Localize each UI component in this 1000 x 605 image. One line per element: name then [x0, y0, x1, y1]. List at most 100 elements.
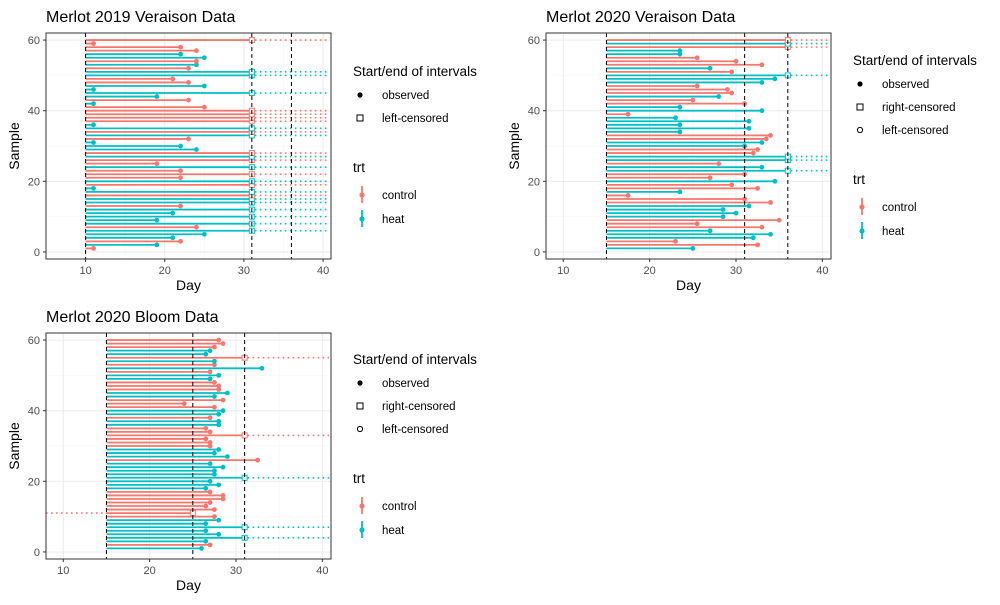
interval-heat-12 [85, 206, 329, 213]
interval-heat-29 [106, 447, 222, 452]
interval-control-15 [606, 196, 748, 202]
observed-point [207, 429, 213, 435]
interval-heat-53 [85, 62, 199, 68]
legend-label-left-censored: left-censored [382, 113, 448, 125]
interval-heat-17 [85, 188, 329, 195]
interval-heat-21 [106, 474, 329, 481]
observed-point [203, 521, 209, 527]
legend-key-heat-point [859, 228, 865, 234]
observed-point [201, 231, 207, 237]
observed-point [720, 214, 726, 220]
interval-control-17 [106, 489, 213, 495]
interval-heat-5 [106, 531, 222, 537]
observed-point [224, 454, 230, 459]
interval-heat-18 [85, 185, 96, 191]
y-tick-label: 0 [34, 247, 40, 259]
legend-label-control: control [382, 190, 417, 202]
interval-control-55 [106, 354, 329, 361]
interval-heat-8 [106, 521, 209, 527]
observed-point [91, 122, 96, 128]
legend-label-right-censored: right-censored [882, 102, 956, 114]
observed-point [220, 341, 226, 346]
interval-control-7 [85, 224, 199, 230]
interval-control-59 [85, 41, 96, 46]
observed-point [768, 133, 773, 138]
legend-key-observed [357, 380, 363, 386]
observed-point [186, 136, 191, 142]
interval-control-34 [106, 429, 213, 435]
observed-point [220, 408, 226, 414]
interval-heat-24 [106, 464, 226, 470]
observed-point [673, 238, 678, 244]
observed-point [178, 51, 183, 57]
interval-series [606, 37, 829, 251]
interval-heat-57 [606, 48, 683, 54]
observed-point [207, 348, 213, 354]
interval-heat-20 [106, 478, 213, 484]
y-tick-label: 60 [28, 35, 40, 47]
interval-heat-49 [106, 376, 213, 382]
y-tick-label: 0 [534, 247, 540, 259]
observed-point [746, 125, 752, 131]
legend-key-heat-point [359, 527, 365, 533]
interval-heat-56 [606, 51, 683, 57]
interval-control-46 [606, 87, 730, 92]
interval-control-26 [85, 157, 329, 164]
legend-key-control-point [359, 192, 365, 198]
interval-heat-18 [106, 485, 209, 491]
legend: Start/end of intervals observed right-cens… [853, 53, 977, 239]
interval-control-3 [85, 238, 183, 244]
legend-key-control-point [859, 204, 865, 210]
observed-point [720, 207, 726, 212]
interval-control-7 [606, 224, 765, 230]
interval-control-2 [606, 242, 760, 248]
interval-control-2 [106, 542, 213, 548]
observed-point [677, 189, 683, 195]
interval-control-34 [85, 128, 329, 135]
observed-point [729, 90, 735, 96]
y-axis-title: Sample [506, 122, 522, 170]
observed-point [207, 369, 213, 375]
interval-control-21 [85, 175, 183, 181]
interval-control-57 [85, 48, 199, 54]
y-tick-label: 0 [34, 547, 40, 559]
interval-heat-3 [106, 538, 209, 544]
interval-control-13 [85, 203, 183, 209]
y-tick-label: 40 [28, 106, 40, 118]
legend-key-right-censored [356, 402, 364, 410]
interval-control-14 [606, 200, 773, 205]
legend-key-left-censored [356, 425, 364, 433]
interval-control-60 [106, 337, 222, 343]
interval-heat-35 [606, 125, 752, 131]
interval-heat-12 [606, 207, 726, 212]
observed-point [724, 87, 730, 92]
interval-heat-34 [606, 129, 683, 135]
observed-point [154, 217, 160, 223]
observed-point [212, 380, 217, 385]
observed-point [203, 436, 209, 442]
interval-heat-27 [106, 454, 230, 459]
interval-series [46, 337, 329, 551]
interval-heat-6 [106, 528, 209, 534]
legend: Start/end of intervals observed right-cens… [353, 352, 477, 538]
interval-control-47 [606, 83, 700, 89]
interval-control-45 [606, 90, 735, 96]
x-tick-label: 10 [557, 265, 569, 277]
observed-point [207, 443, 213, 449]
x-tick-label: 40 [316, 565, 328, 577]
interval-heat-15 [85, 195, 329, 202]
observed-point [694, 55, 700, 61]
legend-title-intervals: Start/end of intervals [353, 64, 477, 79]
observed-point [759, 164, 765, 170]
observed-point [625, 111, 631, 117]
interval-heat-11 [85, 210, 176, 216]
interval-control-55 [606, 55, 700, 61]
chart-title: Merlot 2020 Bloom Data [46, 309, 219, 326]
interval-control-16 [606, 193, 631, 198]
observed-point [178, 203, 183, 209]
observed-point [154, 161, 160, 167]
observed-point [729, 69, 735, 75]
interval-heat-14 [85, 199, 329, 206]
interval-control-1 [85, 246, 96, 251]
observed-point [677, 104, 683, 110]
